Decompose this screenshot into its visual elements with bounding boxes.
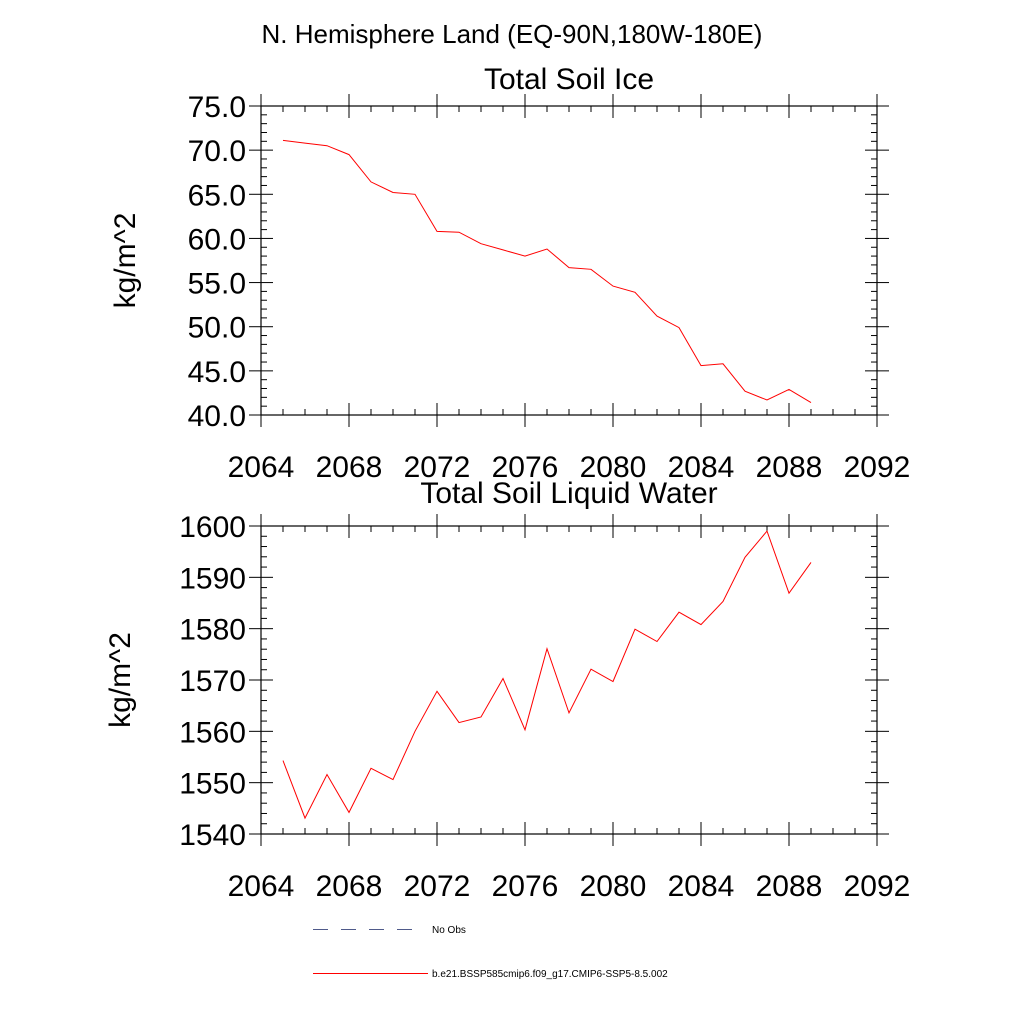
y-tick-label: 45.0 bbox=[188, 356, 246, 389]
y-tick-label: 1600 bbox=[179, 511, 246, 544]
y-axis-label: kg/m^2 bbox=[109, 213, 142, 309]
legend-no-obs-label: No Obs bbox=[432, 925, 466, 936]
x-tick-label: 2092 bbox=[844, 451, 911, 484]
plot-frame bbox=[260, 525, 878, 835]
legend: No Obs b.e21.BSSP585cmip6.f09_g17.CMIP6-… bbox=[313, 925, 668, 980]
series-line bbox=[282, 139, 812, 404]
panel-title: Total Soil Liquid Water bbox=[420, 477, 717, 510]
series-line bbox=[282, 530, 812, 820]
y-tick-label: 60.0 bbox=[188, 223, 246, 256]
legend-series-label: b.e21.BSSP585cmip6.f09_g17.CMIP6-SSP5-8.… bbox=[432, 969, 668, 980]
y-axis-label: kg/m^2 bbox=[104, 632, 137, 728]
panel-soil-ice: Total Soil Ice kg/m^2 2064 2068 2072 2076 2080… bbox=[109, 63, 910, 484]
x-tick-label: 2072 bbox=[404, 451, 471, 484]
x-tick-label: 2084 bbox=[668, 451, 735, 484]
y-tick-label: 1580 bbox=[179, 614, 246, 647]
x-tick-label: 2088 bbox=[756, 870, 823, 903]
y-tick-label: 1550 bbox=[179, 768, 246, 801]
x-tick-label: 2068 bbox=[316, 451, 383, 484]
y-tick-label: 55.0 bbox=[188, 268, 246, 301]
panel-title: Total Soil Ice bbox=[484, 63, 654, 96]
x-tick-label: 2080 bbox=[580, 451, 647, 484]
y-tick-label: 65.0 bbox=[188, 179, 246, 212]
x-tick-label: 2068 bbox=[316, 870, 383, 903]
x-tick-label: 2072 bbox=[404, 870, 471, 903]
x-tick-label: 2084 bbox=[668, 870, 735, 903]
y-tick-label: 1560 bbox=[179, 716, 246, 749]
x-tick-label: 2092 bbox=[844, 870, 911, 903]
y-tick-label: 70.0 bbox=[188, 135, 246, 168]
x-tick-label: 2064 bbox=[228, 451, 295, 484]
page-title: N. Hemisphere Land (EQ-90N,180W-180E) bbox=[262, 19, 763, 49]
x-tick-label: 2088 bbox=[756, 451, 823, 484]
x-tick-label: 2064 bbox=[228, 870, 295, 903]
y-tick-label: 50.0 bbox=[188, 312, 246, 345]
y-tick-label: 1540 bbox=[179, 819, 246, 852]
y-tick-label: 75.0 bbox=[188, 91, 246, 124]
x-tick-label: 2076 bbox=[492, 870, 559, 903]
y-tick-label: 1590 bbox=[179, 562, 246, 595]
y-tick-label: 1570 bbox=[179, 665, 246, 698]
plot-frame bbox=[260, 105, 878, 416]
panel-soil-liquid-water: Total Soil Liquid Water kg/m^2 2064 2068 207… bbox=[104, 477, 910, 903]
y-tick-label: 40.0 bbox=[188, 400, 246, 433]
x-tick-label: 2080 bbox=[580, 870, 647, 903]
x-tick-label: 2076 bbox=[492, 451, 559, 484]
